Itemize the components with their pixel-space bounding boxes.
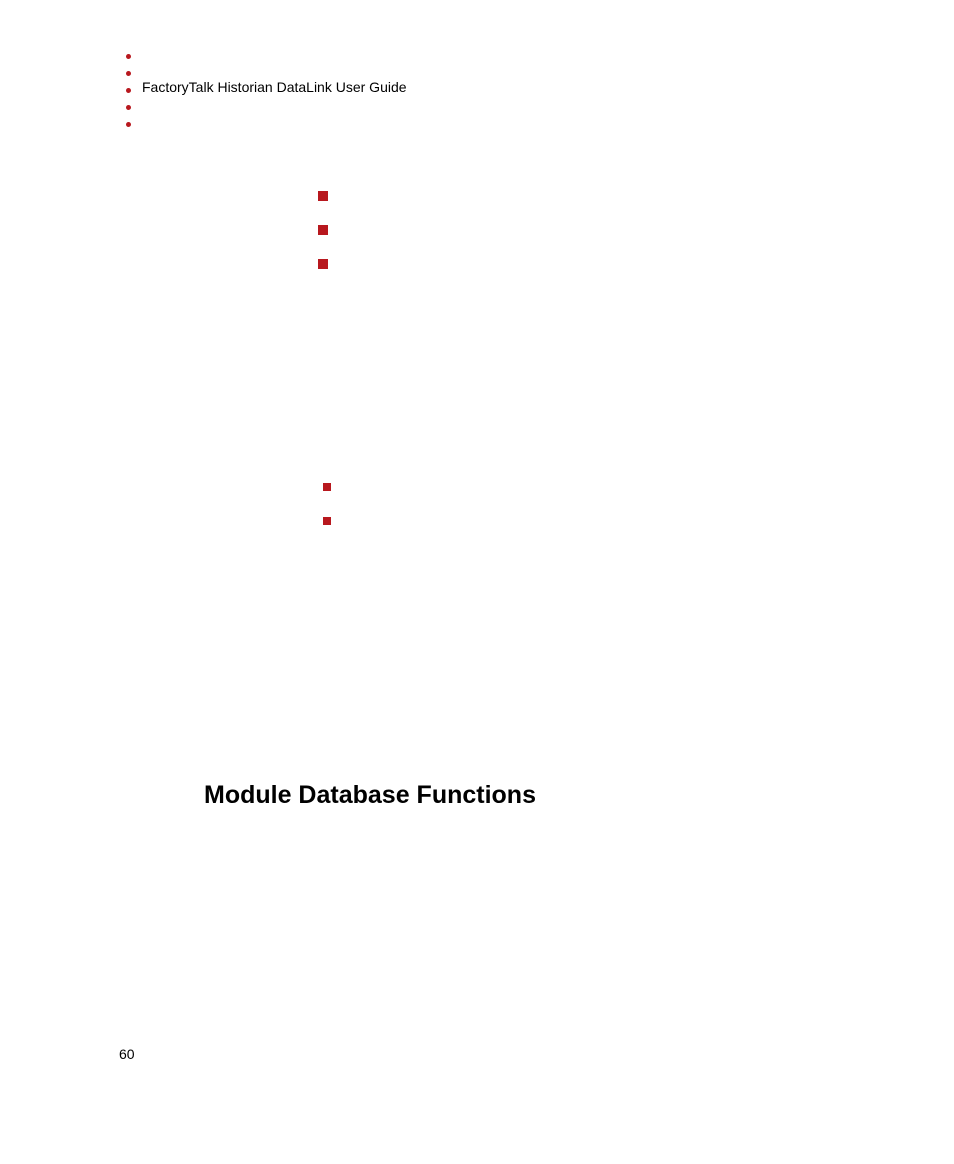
bullet-list-2: [323, 483, 331, 551]
page-header-title: FactoryTalk Historian DataLink User Guid…: [142, 79, 407, 95]
square-bullet-icon: [318, 259, 328, 269]
square-bullet-icon: [323, 517, 331, 525]
sidebar-dot: [126, 54, 131, 59]
square-bullet-icon: [318, 191, 328, 201]
section-heading: Module Database Functions: [204, 781, 536, 810]
square-bullet-icon: [323, 483, 331, 491]
square-bullet-icon: [318, 225, 328, 235]
sidebar-dot: [126, 122, 131, 127]
sidebar-dot: [126, 71, 131, 76]
sidebar-dot: [126, 88, 131, 93]
page-number: 60: [119, 1046, 135, 1062]
bullet-list-1: [318, 191, 328, 293]
sidebar-dots: [126, 54, 131, 139]
sidebar-dot: [126, 105, 131, 110]
